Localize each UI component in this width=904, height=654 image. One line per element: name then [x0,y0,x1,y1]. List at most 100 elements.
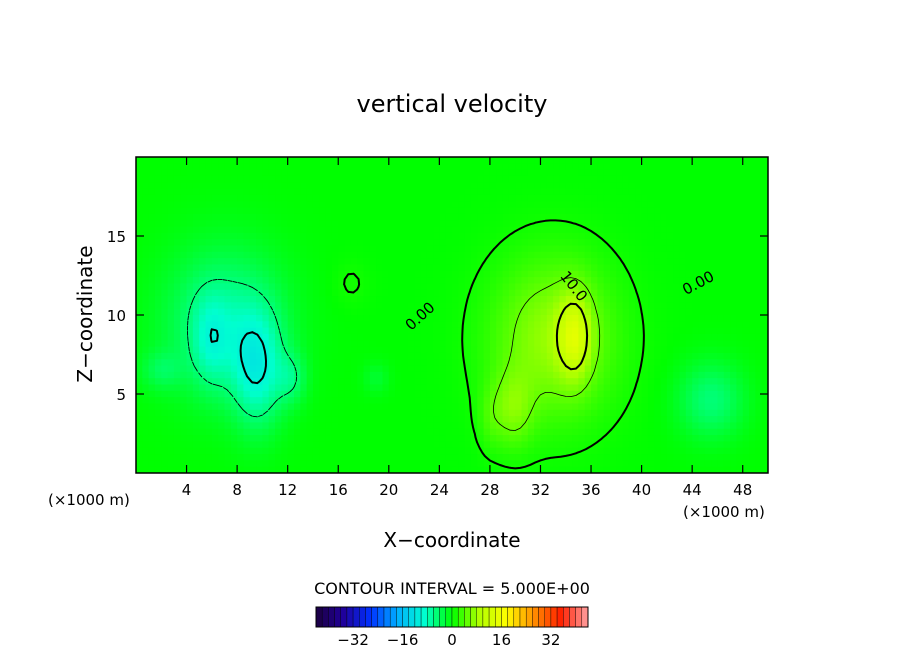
heatmap-cell [433,371,440,379]
heatmap-cell [470,346,478,354]
heatmap-cell [622,378,630,386]
heatmap-cell [565,188,573,196]
heatmap-cell [363,315,371,322]
heatmap-cell [294,289,301,297]
heatmap-cell [180,359,188,367]
heatmap-cell [180,251,188,259]
heatmap-cell [369,157,377,164]
heatmap-cell [730,264,737,272]
heatmap-cell [540,213,548,221]
heatmap-cell [287,460,295,468]
heatmap-cell [641,384,649,392]
heatmap-cell [641,239,649,247]
heatmap-cell [508,207,516,215]
heatmap-cell [173,416,181,424]
heatmap-cell [452,390,459,398]
heatmap-cell [622,447,630,455]
heatmap-cell [477,409,485,417]
heatmap-cell [679,454,687,461]
heatmap-cell [628,333,636,341]
heatmap-cell [445,371,453,379]
heatmap-cell [540,207,548,215]
heatmap-cell [730,378,737,386]
heatmap-cell [319,416,327,424]
heatmap-cell [502,169,510,177]
heatmap-cell [173,365,181,373]
heatmap-cell [224,245,232,253]
heatmap-cell [312,245,320,253]
heatmap-cell [268,232,276,240]
heatmap-cell [312,447,320,455]
heatmap-cell [319,157,327,164]
heatmap-cell [489,277,497,284]
heatmap-cell [597,466,605,473]
heatmap-cell [635,226,643,234]
heatmap-cell [180,321,188,329]
heatmap-cell [256,296,263,303]
heatmap-cell [749,232,756,240]
heatmap-cell [262,270,270,278]
heatmap-cell [483,251,491,259]
heatmap-cell [666,157,674,164]
heatmap-cell [660,194,668,202]
heatmap-cell [679,397,687,405]
heatmap-cell [388,296,396,303]
heatmap-cell [736,302,744,310]
heatmap-cell [312,201,320,209]
heatmap-cell [275,283,282,291]
heatmap-cell [679,239,687,247]
heatmap-cell [218,333,226,341]
heatmap-cell [363,466,371,473]
heatmap-cell [761,194,768,202]
heatmap-cell [154,384,162,392]
heatmap-cell [414,466,421,473]
heatmap-cell [199,182,207,190]
heatmap-cell [521,435,529,442]
heatmap-cell [489,182,497,190]
heatmap-cell [401,333,409,341]
heatmap-cell [521,340,529,348]
heatmap-cell [161,308,169,316]
heatmap-cell [515,378,523,386]
heatmap-cell [363,454,371,461]
heatmap-cell [306,251,314,259]
heatmap-cell [224,213,232,221]
heatmap-cell [508,232,516,240]
heatmap-cell [647,188,655,196]
heatmap-cell [584,220,592,228]
heatmap-cell [616,245,624,253]
heatmap-cell [755,340,763,348]
heatmap-cell [546,289,554,297]
heatmap-cell [654,251,662,259]
heatmap-cell [173,270,181,278]
heatmap-cell [142,346,150,354]
heatmap-cell [344,454,352,461]
heatmap-cell [502,416,510,424]
heatmap-cell [268,340,276,348]
heatmap-cell [723,371,731,379]
heatmap-cell [704,175,712,183]
heatmap-cell [515,390,523,398]
heatmap-cell [382,283,390,291]
heatmap-cell [578,390,586,398]
heatmap-cell [268,289,276,297]
heatmap-cell [749,296,756,303]
heatmap-cell [717,352,725,360]
heatmap-cell [584,321,592,329]
heatmap-cell [730,447,737,455]
heatmap-cell [521,384,529,392]
heatmap-cell [534,277,542,284]
heatmap-cell [742,239,750,247]
heatmap-cell [622,409,630,417]
heatmap-cell [186,163,194,171]
heatmap-cell [698,403,706,411]
heatmap-cell [546,466,554,473]
heatmap-cell [496,428,504,436]
heatmap-cell [344,371,352,379]
heatmap-cell [312,302,320,310]
heatmap-cell [154,157,162,164]
heatmap-cell [256,213,263,221]
heatmap-cell [477,428,485,436]
heatmap-cell [755,289,763,297]
heatmap-cell [306,340,314,348]
